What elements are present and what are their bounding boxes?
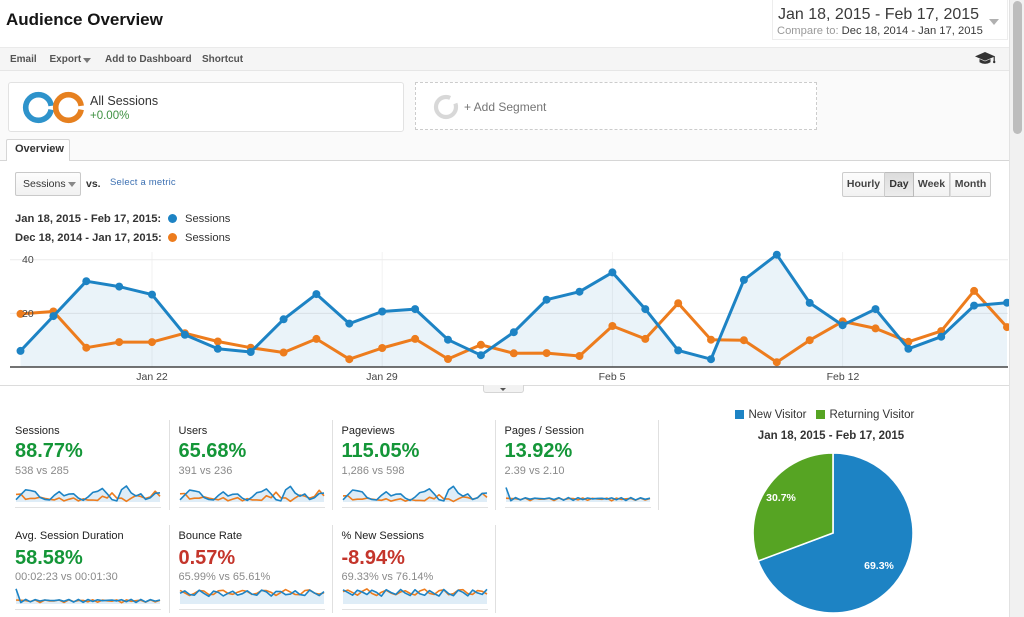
- svg-text:Feb 5: Feb 5: [599, 371, 626, 383]
- svg-text:30.7%: 30.7%: [766, 492, 796, 504]
- svg-text:Jan 22: Jan 22: [136, 371, 168, 383]
- svg-text:Feb 12: Feb 12: [827, 371, 860, 383]
- svg-text:69.3%: 69.3%: [864, 560, 894, 572]
- svg-text:Jan 29: Jan 29: [366, 371, 398, 383]
- svg-text:20: 20: [22, 308, 34, 320]
- svg-text:40: 40: [22, 254, 34, 266]
